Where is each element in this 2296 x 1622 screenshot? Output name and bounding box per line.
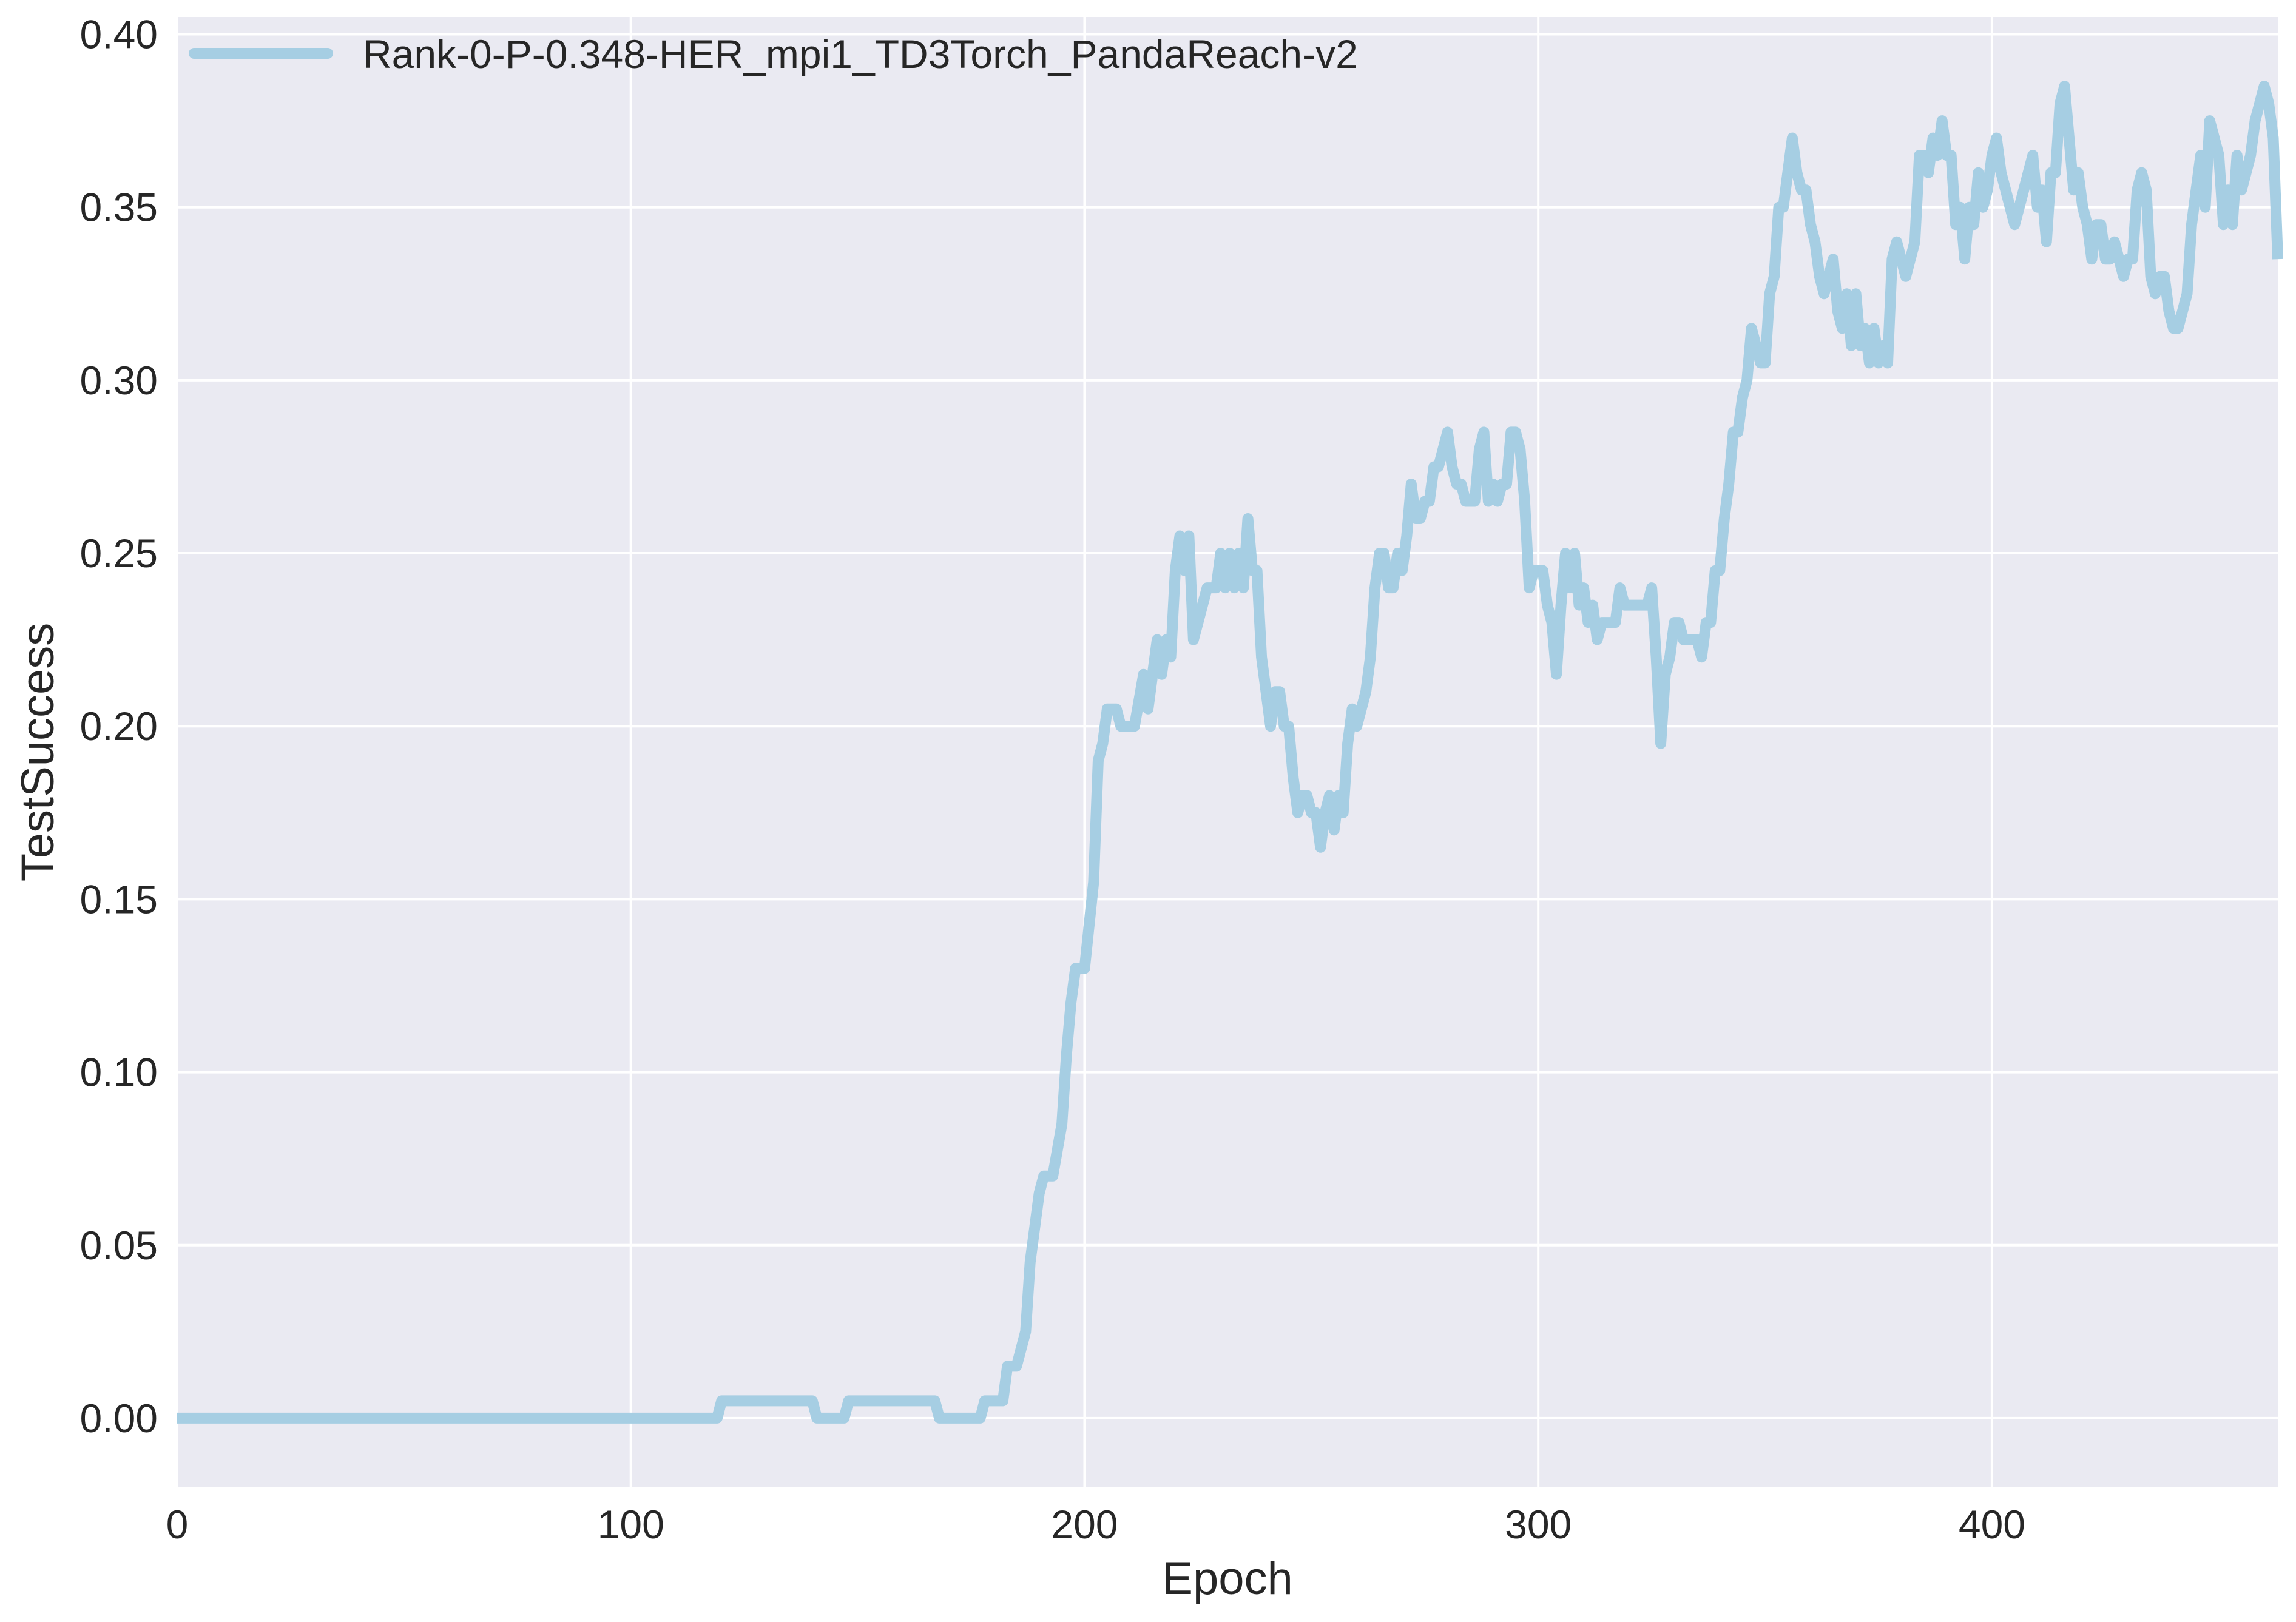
y-tick-label: 0.30 [80, 358, 158, 403]
y-tick-label: 0.15 [80, 877, 158, 921]
x-tick-label: 100 [598, 1502, 664, 1547]
x-tick-label: 200 [1051, 1502, 1118, 1547]
plot-area [177, 17, 2278, 1487]
y-tick-label: 0.25 [80, 531, 158, 576]
y-tick-label: 0.05 [80, 1223, 158, 1268]
y-tick-label: 0.40 [80, 12, 158, 57]
series-line [177, 81, 2283, 1424]
x-axis-label: Epoch [1162, 1553, 1293, 1604]
y-tick-label: 0.00 [80, 1396, 158, 1441]
x-tick-label: 300 [1505, 1502, 1572, 1547]
tick-labels: 0 100 200 300 400 0.00 0.05 0.10 0.15 0.20 0.25 0.3… [80, 12, 2025, 1547]
legend: Rank-0-P-0.348-HER_mpi1_TD3Torch_PandaRe… [189, 32, 1358, 76]
legend-entry-label: Rank-0-P-0.348-HER_mpi1_TD3Torch_PandaRe… [363, 32, 1358, 76]
y-tick-label: 0.20 [80, 704, 158, 749]
y-tick-label: 0.10 [80, 1050, 158, 1095]
y-tick-label: 0.35 [80, 185, 158, 230]
series-group [177, 81, 2283, 1424]
x-tick-label: 0 [166, 1502, 189, 1547]
x-tick-label: 400 [1959, 1502, 2025, 1547]
y-axis-label: TestSuccess [12, 623, 64, 882]
